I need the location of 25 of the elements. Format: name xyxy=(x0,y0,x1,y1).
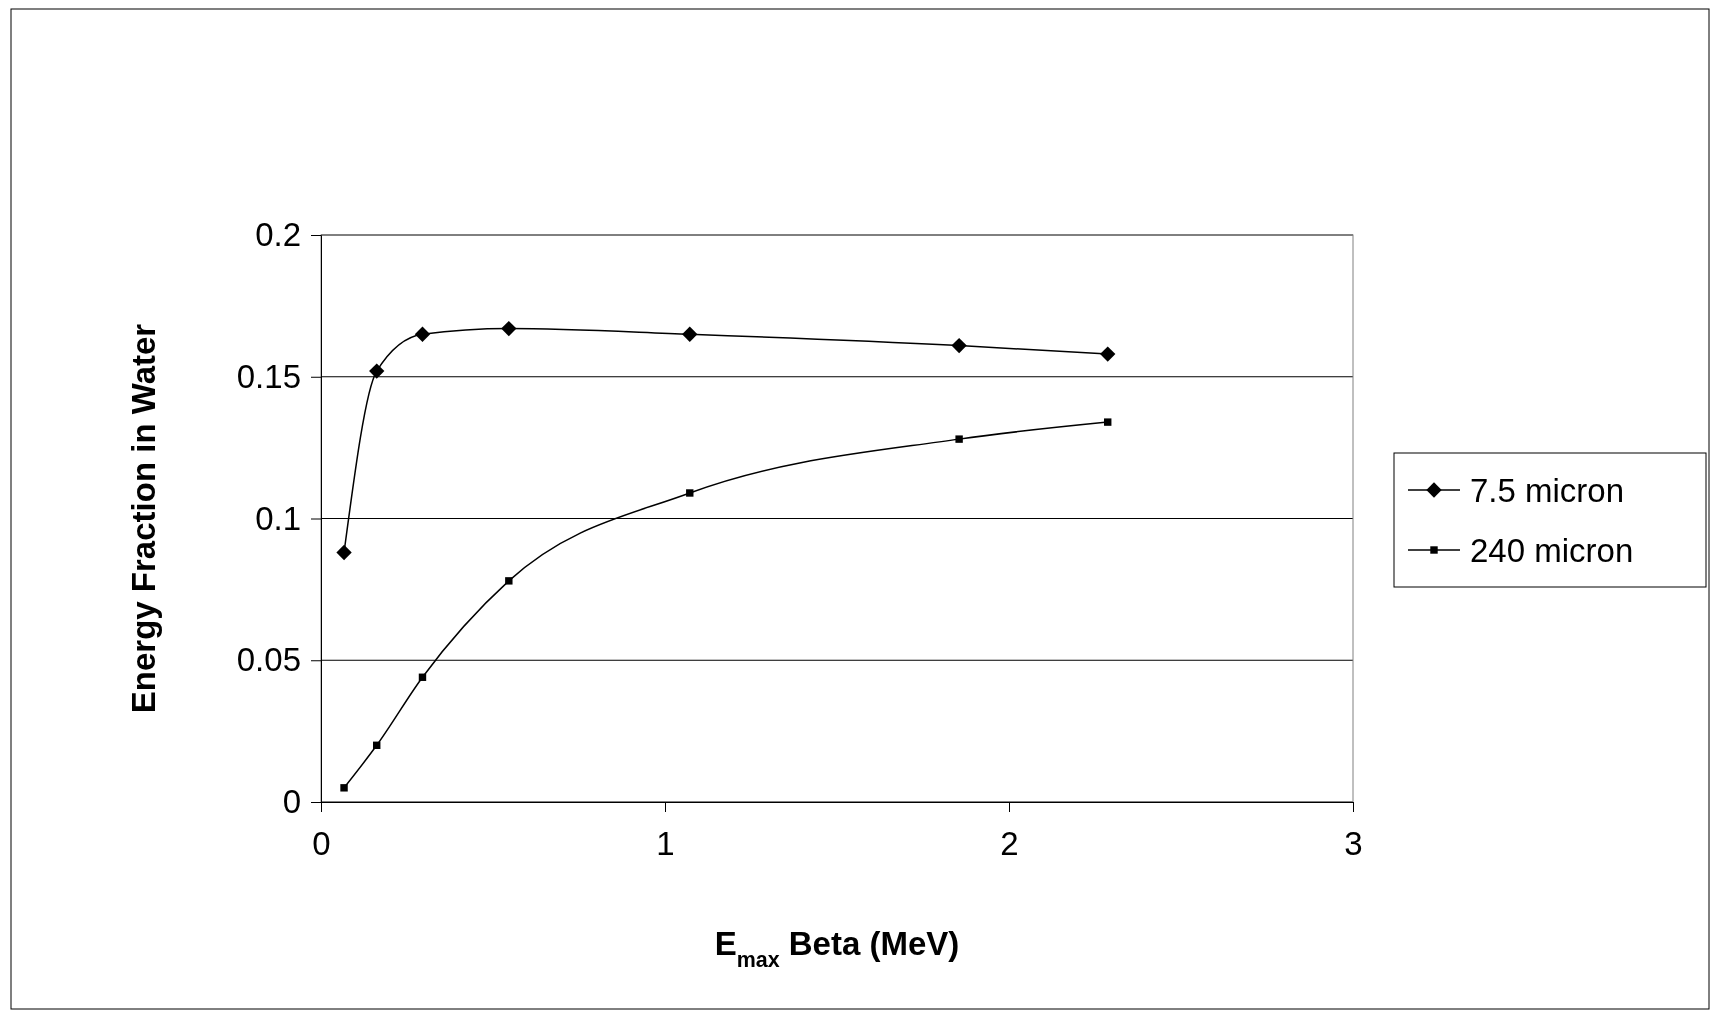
x-tick-label: 2 xyxy=(1000,825,1019,863)
y-tick-label: 0.2 xyxy=(255,216,301,254)
point xyxy=(1100,346,1116,362)
point xyxy=(682,326,698,342)
point xyxy=(340,784,348,792)
point xyxy=(951,337,967,354)
y-tick-label: 0 xyxy=(282,783,301,821)
x-tick-label: 1 xyxy=(656,825,675,863)
point xyxy=(414,326,431,342)
point xyxy=(501,320,517,337)
legend-label: 240 micron xyxy=(1470,532,1634,569)
point xyxy=(505,577,513,585)
y-axis-title: Energy Fraction in Water xyxy=(125,323,162,714)
point xyxy=(686,489,694,497)
y-tick-label: 0.05 xyxy=(236,641,301,679)
y-tick-label: 0.15 xyxy=(236,357,301,395)
point xyxy=(369,363,385,379)
y-tick-label: 0.1 xyxy=(255,499,301,537)
x-tick-label: 0 xyxy=(312,825,331,863)
legend-label: 7.5 micron xyxy=(1470,472,1625,509)
x-tick-label: 3 xyxy=(1344,825,1363,863)
point xyxy=(336,544,352,561)
x-axis-title: E$_{max}$ Beta (MeV) xyxy=(714,925,960,972)
point xyxy=(1104,418,1112,426)
point xyxy=(955,435,963,443)
